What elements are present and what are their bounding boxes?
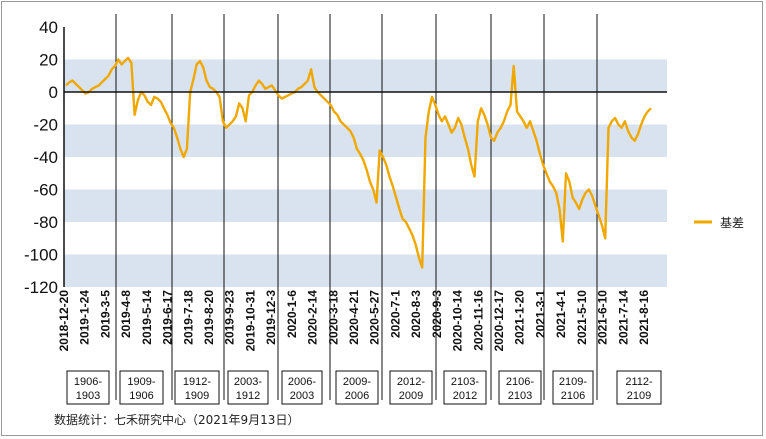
contract-box-9: 2109- 2106 xyxy=(552,370,594,405)
band-0 xyxy=(64,59,667,92)
legend: 基差 xyxy=(694,216,744,230)
contract-box-line2: 2106 xyxy=(561,390,585,402)
series-lines xyxy=(65,56,652,269)
contract-box-1: 1909- 1906 xyxy=(119,370,164,405)
contract-box-line1: 2112- xyxy=(625,376,653,388)
x-tick-label-26: 2021-6-10 xyxy=(596,290,610,345)
band-1 xyxy=(64,124,667,157)
x-tick-label-17: 2020-8-3 xyxy=(409,290,423,338)
band-2 xyxy=(64,189,667,222)
contract-box-line2: 2012 xyxy=(453,390,477,402)
contract-box-3: 2003- 1912 xyxy=(227,370,269,405)
y-tick-label-0: 40 xyxy=(39,18,58,37)
background-bands xyxy=(64,59,667,287)
contract-roll-lines xyxy=(115,14,598,400)
contract-box-line1: 2009- xyxy=(343,376,371,388)
source-note: 数据统计：七禾研究中心（2021年9月13日） xyxy=(54,413,300,427)
contract-box-line1: 2012- xyxy=(397,376,425,388)
y-tick-label-8: -120 xyxy=(24,278,58,297)
contract-box-line1: 2109- xyxy=(559,376,587,388)
contract-box-line2: 2006 xyxy=(345,390,369,402)
x-tick-label-1: 2019-1-24 xyxy=(78,290,92,345)
contract-box-4: 2006- 2003 xyxy=(281,370,323,405)
x-tick-label-7: 2019-8-20 xyxy=(202,290,216,345)
x-tick-label-4: 2019-5-14 xyxy=(140,290,154,345)
y-tick-label-2: 0 xyxy=(49,83,58,102)
axes xyxy=(63,27,667,287)
contract-box-line2: 1903 xyxy=(76,390,100,402)
x-tick-label-0: 2018-12-20 xyxy=(57,290,71,352)
contract-box-line2: 1912 xyxy=(236,390,260,402)
legend-label: 基差 xyxy=(720,216,744,230)
x-tick-label-2: 2019-3-5 xyxy=(98,290,112,338)
x-tick-label-14: 2020-4-21 xyxy=(347,290,361,345)
contract-box-line2: 1906 xyxy=(129,390,153,402)
y-tick-label-3: -20 xyxy=(33,116,58,135)
x-tick-label-12: 2020-2-14 xyxy=(306,290,320,345)
contract-box-0: 1906- 1903 xyxy=(66,370,110,405)
contract-box-line2: 2009 xyxy=(399,390,423,402)
x-tick-label-22: 2021-1-20 xyxy=(513,290,527,345)
contract-box-5: 2009- 2006 xyxy=(335,370,379,405)
x-tick-label-3: 2019-4-8 xyxy=(119,290,133,338)
x-tick-label-15: 2020-5-27 xyxy=(368,290,382,345)
x-tick-label-13: 2020-3-18 xyxy=(326,290,340,345)
contract-box-line2: 2109 xyxy=(627,390,651,402)
x-tick-label-21: 2020-12-17 xyxy=(492,290,506,352)
x-tick-label-20: 2020-11-16 xyxy=(471,290,485,351)
contract-box-line1: 1912- xyxy=(183,376,211,388)
y-tick-label-1: 20 xyxy=(39,51,58,70)
contract-box-line2: 1909 xyxy=(185,390,209,402)
contract-box-line1: 1906- xyxy=(74,376,102,388)
x-tick-label-6: 2019-7-18 xyxy=(181,290,195,345)
x-tick-label-25: 2021-5-10 xyxy=(575,290,589,345)
x-tick-label-19: 2020-10-14 xyxy=(451,290,465,352)
contract-box-line1: 2003- xyxy=(234,376,262,388)
x-tick-label-18: 2020-9-3 xyxy=(430,290,444,338)
contract-box-10: 2112- 2109 xyxy=(616,370,662,405)
contract-box-line1: 2106- xyxy=(506,376,534,388)
x-axis-ticks: 2018-12-20 2019-1-24 2019-3-5 2019-4-8 2019-… xyxy=(57,290,651,352)
contract-box-8: 2106- 2103 xyxy=(498,370,542,405)
x-tick-label-23: 2021-3-1 xyxy=(533,290,547,338)
y-axis-ticks: 40 20 0 -20 -40 -60 -80 -100 -120 xyxy=(24,18,58,297)
x-tick-label-24: 2021-4-1 xyxy=(554,290,568,338)
contract-box-line1: 2006- xyxy=(288,376,316,388)
contract-box-line2: 2003 xyxy=(290,390,314,402)
y-tick-label-7: -100 xyxy=(24,246,58,265)
x-tick-label-5: 2019-6-17 xyxy=(161,290,175,345)
x-tick-label-9: 2019-10-31 xyxy=(243,290,257,352)
series-line-0 xyxy=(65,56,652,269)
x-tick-label-28: 2021-8-16 xyxy=(637,290,651,345)
x-tick-label-16: 2020-7-1 xyxy=(388,290,402,338)
contract-box-line1: 1909- xyxy=(127,376,155,388)
contract-boxes: 1906- 1903 1909- 1906 1912- 1909 2003- 1912 2006… xyxy=(66,370,662,405)
y-tick-label-4: -40 xyxy=(33,148,58,167)
y-tick-label-6: -80 xyxy=(33,213,58,232)
x-tick-label-8: 2019-9-23 xyxy=(223,290,237,345)
contract-box-7: 2103- 2012 xyxy=(443,370,487,405)
y-tick-label-5: -60 xyxy=(33,181,58,200)
contract-box-line2: 2103 xyxy=(508,390,532,402)
x-tick-label-10: 2019-12-3 xyxy=(264,290,278,345)
contract-box-6: 2012- 2009 xyxy=(389,370,433,405)
x-tick-label-11: 2020-1-6 xyxy=(285,290,299,338)
x-tick-label-27: 2021-7-14 xyxy=(616,290,630,345)
contract-box-2: 1912- 1909 xyxy=(174,370,220,405)
band-3 xyxy=(64,254,667,287)
contract-box-line1: 2103- xyxy=(451,376,479,388)
